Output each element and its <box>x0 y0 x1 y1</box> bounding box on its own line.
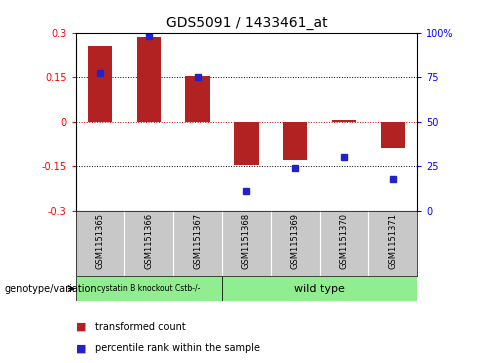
Text: GSM1151368: GSM1151368 <box>242 212 251 269</box>
Bar <box>234 122 259 164</box>
Text: ■: ■ <box>76 322 86 332</box>
Bar <box>76 276 222 301</box>
Text: GSM1151369: GSM1151369 <box>291 212 300 269</box>
Bar <box>222 276 417 301</box>
Bar <box>332 120 356 122</box>
Text: GSM1151366: GSM1151366 <box>144 212 153 269</box>
Text: wild type: wild type <box>294 284 345 294</box>
Text: transformed count: transformed count <box>95 322 186 332</box>
Text: ■: ■ <box>76 343 86 354</box>
Bar <box>137 37 161 122</box>
Text: GSM1151371: GSM1151371 <box>388 212 397 269</box>
Bar <box>88 46 112 122</box>
Text: cystatin B knockout Cstb-/-: cystatin B knockout Cstb-/- <box>97 284 201 293</box>
Text: GSM1151365: GSM1151365 <box>96 212 104 269</box>
Text: GSM1151367: GSM1151367 <box>193 212 202 269</box>
Text: percentile rank within the sample: percentile rank within the sample <box>95 343 260 354</box>
Bar <box>381 122 405 148</box>
Text: genotype/variation: genotype/variation <box>5 284 98 294</box>
Text: GSM1151370: GSM1151370 <box>340 212 348 269</box>
Title: GDS5091 / 1433461_at: GDS5091 / 1433461_at <box>165 16 327 30</box>
Bar <box>283 122 307 160</box>
Bar <box>185 76 210 122</box>
